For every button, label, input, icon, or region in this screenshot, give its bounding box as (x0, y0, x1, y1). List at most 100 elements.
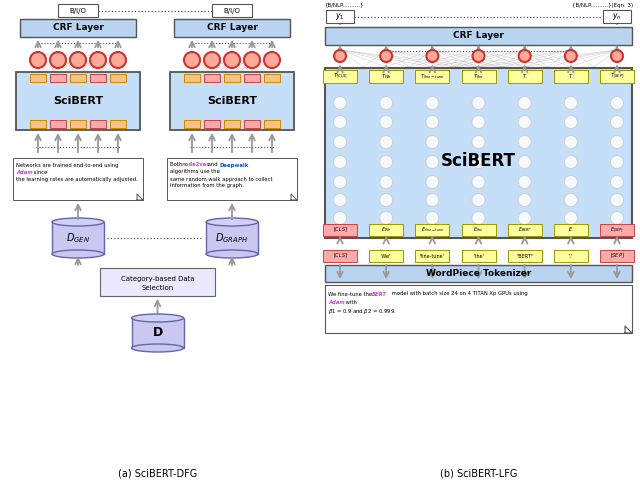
Text: $[CLS]$: $[CLS]$ (333, 252, 348, 260)
Bar (264, 74, 280, 82)
Circle shape (380, 50, 392, 62)
Text: {B/NLP..........}: {B/NLP..........} (324, 2, 364, 7)
Text: $T_{fine-tune}$: $T_{fine-tune}$ (420, 72, 445, 81)
Ellipse shape (206, 218, 258, 226)
Circle shape (380, 176, 393, 188)
Circle shape (564, 136, 577, 148)
Bar (58, 4, 98, 17)
Bar (90, 74, 106, 82)
Bar (325, 27, 632, 45)
Bar (369, 250, 403, 262)
Text: 'fine-tune': 'fine-tune' (420, 253, 445, 259)
Bar (325, 285, 632, 333)
Circle shape (472, 136, 485, 148)
Bar (415, 224, 449, 236)
Text: CRF Layer: CRF Layer (52, 23, 104, 33)
Circle shape (333, 156, 346, 168)
Bar (70, 74, 86, 82)
Ellipse shape (131, 344, 184, 352)
Bar (325, 68, 632, 238)
Circle shape (472, 176, 485, 188)
Circle shape (70, 52, 86, 68)
Text: node2vec: node2vec (182, 163, 211, 167)
Circle shape (518, 194, 531, 206)
Circle shape (90, 52, 106, 68)
Circle shape (518, 50, 531, 62)
Bar (20, 19, 136, 37)
Text: $T_{.}$: $T_{.}$ (522, 72, 527, 81)
Bar (212, 4, 252, 17)
Bar (264, 120, 280, 128)
Circle shape (426, 116, 439, 128)
Circle shape (333, 97, 346, 109)
Bar (110, 120, 126, 128)
Bar (174, 19, 290, 37)
Bar (170, 72, 294, 130)
Text: $T_{[CLS]}$: $T_{[CLS]}$ (333, 72, 348, 81)
Text: Deepwalk: Deepwalk (219, 163, 248, 167)
Text: $E_{We}$: $E_{We}$ (381, 225, 391, 234)
Bar (600, 224, 634, 236)
Bar (461, 70, 495, 83)
Circle shape (426, 97, 439, 109)
Circle shape (30, 52, 46, 68)
Text: $E_{the}$: $E_{the}$ (473, 225, 484, 234)
Circle shape (564, 176, 577, 188)
Circle shape (611, 136, 623, 148)
Circle shape (264, 52, 280, 68)
Circle shape (244, 52, 260, 68)
Ellipse shape (52, 250, 104, 258)
Text: $E_{.}$: $E_{.}$ (568, 225, 573, 234)
Bar (204, 74, 220, 82)
Circle shape (472, 50, 484, 62)
Bar (600, 250, 634, 262)
Bar (100, 268, 215, 296)
Circle shape (611, 176, 623, 188)
Bar (13, 158, 143, 200)
Ellipse shape (131, 314, 184, 322)
Text: B/I/O: B/I/O (223, 7, 241, 14)
Text: $T_{the}$: $T_{the}$ (473, 72, 484, 81)
Circle shape (333, 211, 346, 224)
Circle shape (333, 136, 346, 148)
Text: D: D (152, 326, 163, 340)
Circle shape (110, 52, 126, 68)
Text: and: and (206, 163, 220, 167)
Circle shape (611, 50, 623, 62)
Ellipse shape (52, 218, 104, 226)
Circle shape (224, 52, 240, 68)
Text: {B/NLP..........}(Eqn. 3): {B/NLP..........}(Eqn. 3) (572, 2, 633, 7)
Bar (30, 120, 46, 128)
Bar (369, 224, 403, 236)
Bar (508, 70, 541, 83)
Text: $T_{We}$: $T_{We}$ (381, 72, 392, 81)
Circle shape (472, 194, 485, 206)
Circle shape (426, 136, 439, 148)
Bar (323, 250, 357, 262)
Circle shape (611, 97, 623, 109)
Circle shape (380, 97, 393, 109)
Circle shape (334, 50, 346, 62)
Text: WordPiece Tokenizer: WordPiece Tokenizer (426, 269, 531, 278)
Text: with: with (344, 301, 357, 305)
Text: information from the graph.: information from the graph. (170, 183, 244, 188)
Circle shape (611, 194, 623, 206)
Text: CRF Layer: CRF Layer (207, 23, 257, 33)
Text: ',': ',' (569, 253, 573, 259)
Bar (554, 70, 588, 83)
Bar (224, 120, 240, 128)
Text: $T_{[SEP]}$: $T_{[SEP]}$ (610, 72, 624, 81)
Text: SciBERT: SciBERT (441, 152, 516, 170)
Bar (90, 120, 106, 128)
Circle shape (380, 156, 393, 168)
Bar (184, 120, 200, 128)
Text: $T_{.}$: $T_{.}$ (568, 72, 574, 81)
Circle shape (518, 116, 531, 128)
Ellipse shape (206, 250, 258, 258)
Text: $[CLS]$: $[CLS]$ (333, 226, 348, 234)
Bar (52, 222, 104, 254)
Text: $\beta$1 = 0.9 and $\beta$2 = 0.999.: $\beta$1 = 0.9 and $\beta$2 = 0.999. (328, 307, 397, 317)
Circle shape (472, 116, 485, 128)
Circle shape (518, 176, 531, 188)
Circle shape (564, 97, 577, 109)
